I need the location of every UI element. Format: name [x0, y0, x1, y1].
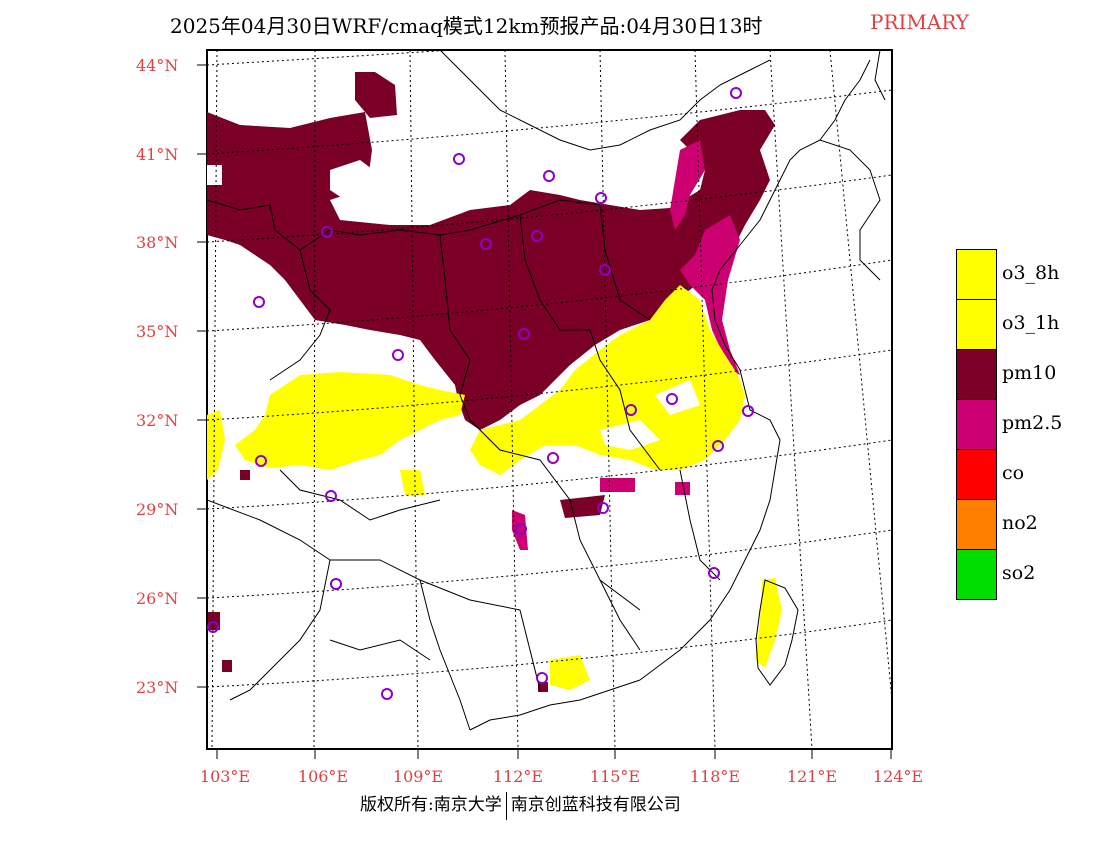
- pm10-speck-5: [240, 470, 250, 480]
- pm10-speck-4: [538, 682, 548, 692]
- station-marker: [325, 490, 337, 502]
- clear-pocket-4: [600, 420, 660, 450]
- legend-swatch: [956, 399, 997, 450]
- copyright-footer: 版权所有:南京大学 南京创蓝科技有限公司: [360, 790, 681, 820]
- copyright-owner: 版权所有:南京大学: [360, 795, 502, 815]
- station-marker: [543, 170, 555, 182]
- lon-label: 121°E: [786, 767, 838, 786]
- lon-label: 115°E: [589, 767, 641, 786]
- pm25-east: [600, 478, 635, 492]
- axis-ticks: [197, 64, 892, 759]
- station-marker: [708, 567, 720, 579]
- pm25-north-east: [670, 140, 705, 230]
- legend-item-co: co: [956, 449, 1076, 500]
- lon-label: 124°E: [872, 767, 924, 786]
- lat-label: 44°N: [136, 56, 179, 75]
- station-marker: [253, 296, 265, 308]
- copyright-company: 南京创蓝科技有限公司: [510, 795, 681, 815]
- o3-west-edge: [207, 410, 225, 480]
- map-title: 2025年04月30日WRF/cmaq模式12km预报产品:04月30日13时: [170, 14, 763, 38]
- station-marker: [330, 578, 342, 590]
- legend-item-so2: so2: [956, 549, 1076, 600]
- lat-label: 35°N: [136, 322, 179, 341]
- station-marker: [712, 440, 724, 452]
- legend-swatch: [956, 249, 997, 300]
- lat-label: 29°N: [136, 500, 179, 519]
- legend-label: pm2.5: [1002, 412, 1063, 434]
- pm10-speck-2: [222, 660, 232, 672]
- lat-label: 38°N: [136, 233, 179, 252]
- legend-label: o3_1h: [1002, 312, 1060, 334]
- legend-label: pm10: [1002, 362, 1057, 384]
- station-marker: [666, 393, 678, 405]
- lon-label: 109°E: [392, 767, 444, 786]
- station-marker: [453, 153, 465, 165]
- legend-item-o3-8h: o3_8h: [956, 249, 1076, 300]
- station-marker: [381, 688, 393, 700]
- clear-pocket-3: [207, 165, 222, 185]
- station-marker: [597, 502, 609, 514]
- station-marker: [547, 452, 559, 464]
- legend-item-pm10: pm10: [956, 349, 1076, 400]
- legend-label: no2: [1002, 512, 1038, 534]
- boundaries: [207, 50, 886, 731]
- lat-label: 41°N: [136, 145, 179, 164]
- legend-item-pm25: pm2.5: [956, 399, 1076, 450]
- station-marker: [480, 238, 492, 250]
- legend-label: so2: [1002, 562, 1036, 584]
- o3-sw-patch: [400, 470, 425, 495]
- station-marker: [599, 264, 611, 276]
- lat-label: 23°N: [136, 678, 179, 697]
- station-marker: [531, 230, 543, 242]
- lon-label: 103°E: [199, 767, 251, 786]
- lon-label: 106°E: [297, 767, 349, 786]
- legend-swatch: [956, 449, 997, 500]
- station-markers: [207, 87, 754, 700]
- station-marker: [515, 523, 527, 535]
- station-marker: [536, 672, 548, 684]
- legend-swatch: [956, 349, 997, 400]
- pm25-east-2: [675, 482, 690, 495]
- lat-label: 26°N: [136, 589, 179, 608]
- lon-label: 112°E: [492, 767, 544, 786]
- pm10-speck: [560, 495, 605, 518]
- legend: o3_8h o3_1h pm10 pm2.5 co no2 so2: [956, 249, 1076, 600]
- legend-swatch: [956, 499, 997, 550]
- station-marker: [518, 328, 530, 340]
- legend-item-no2: no2: [956, 499, 1076, 550]
- station-marker: [595, 192, 607, 204]
- lon-label: 118°E: [689, 767, 741, 786]
- station-marker: [392, 349, 404, 361]
- pm25-center: [512, 510, 528, 550]
- legend-label: o3_8h: [1002, 262, 1060, 284]
- station-marker: [207, 621, 219, 633]
- legend-swatch: [956, 549, 997, 600]
- legend-item-o3-1h: o3_1h: [956, 299, 1076, 350]
- legend-label: co: [1002, 462, 1025, 484]
- station-marker: [321, 226, 333, 238]
- lat-label: 32°N: [136, 411, 179, 430]
- footer-divider: [505, 791, 507, 820]
- legend-swatch: [956, 299, 997, 350]
- o3-south-coast: [550, 655, 590, 690]
- pm10-top-blob: [355, 72, 397, 118]
- pollutant-tag: PRIMARY: [870, 10, 969, 34]
- station-marker: [730, 87, 742, 99]
- station-marker: [625, 404, 637, 416]
- clear-pocket-2: [555, 140, 640, 200]
- o3-southwest-band: [235, 372, 465, 470]
- pm25-coast: [680, 215, 740, 375]
- graticule: [207, 50, 892, 749]
- clear-pocket: [330, 160, 380, 200]
- station-marker: [742, 405, 754, 417]
- station-marker: [255, 455, 267, 467]
